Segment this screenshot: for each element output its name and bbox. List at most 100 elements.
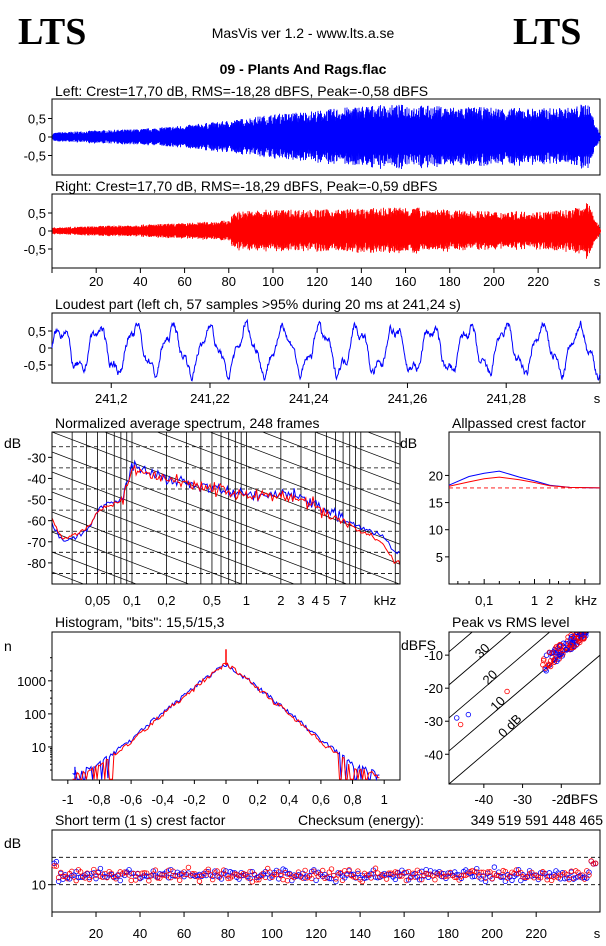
peak-rms-diagonal-label: 30 [472, 640, 493, 661]
peak-rms-point [584, 625, 589, 630]
peak-rms-point [542, 665, 548, 671]
peak-rms-ytick-label: -30 [424, 714, 443, 729]
short-term-point [502, 878, 509, 885]
peak-rms-ylabel: dBFS [401, 637, 436, 653]
loudest-part-xtick-label: 241,28 [486, 391, 526, 406]
short-term-point [482, 878, 489, 885]
short-term-title: Short term (1 s) crest factor [55, 812, 226, 828]
short-term-point [469, 874, 476, 880]
spectrum-ytick-label: -60 [27, 514, 46, 529]
peak-rms-point [583, 621, 588, 626]
lts-logo-left: LTS [18, 11, 86, 53]
peak-rms-point [457, 721, 464, 728]
right-waveform-xtick-label: 80 [222, 274, 236, 289]
short-term-xtick-label: 180 [437, 926, 459, 941]
short-term-point [58, 869, 64, 876]
peak-rms-point [575, 638, 582, 644]
histogram-xtick-label: -0,4 [152, 792, 174, 807]
peak-rms-diagonal [449, 632, 512, 686]
short-term-point [355, 868, 361, 874]
short-term-point [271, 871, 277, 878]
histogram-ytick-label: 100 [24, 707, 46, 722]
short-term-xtick-label: 120 [305, 926, 327, 941]
short-term-point [328, 866, 335, 872]
histogram-xtick-label: -0,2 [183, 792, 205, 807]
loudest-part-xtick-label: 241,22 [190, 391, 230, 406]
peak-rms-point [586, 619, 591, 624]
short-term-point [128, 877, 134, 884]
peak-rms-point [577, 632, 583, 636]
peak-rms-xtick-label: -30 [513, 792, 532, 807]
spectrum-xtick-label: 7 [339, 593, 346, 608]
histogram-xtick-label: 0,8 [344, 792, 362, 807]
short-term-point [333, 878, 339, 885]
short-term-point [590, 861, 597, 867]
peak-rms-point [563, 646, 569, 653]
spectrum-xtick-label: 3 [297, 593, 304, 608]
short-term-point [176, 877, 183, 883]
peak-rms-point [565, 634, 571, 640]
spectrum-slope [52, 471, 348, 584]
spectrum-slope [52, 432, 400, 565]
peak-rms-point [555, 656, 561, 662]
right-waveform-xtick-label: 40 [133, 274, 147, 289]
short-term-point [397, 873, 403, 879]
right-waveform-title: Right: Crest=17,70 dB, RMS=-18,29 dBFS, … [55, 178, 437, 194]
right-waveform-xtick-label: 100 [262, 274, 284, 289]
peak-rms-point [578, 626, 583, 631]
right-waveform-xtick-label: 180 [439, 274, 461, 289]
short-term-point [383, 876, 390, 882]
spectrum-title: Normalized average spectrum, 248 frames [55, 415, 320, 431]
peak-rms-point [579, 626, 584, 631]
short-term-point [559, 870, 566, 876]
peak-rms-point [583, 626, 588, 631]
peak-rms-point [550, 649, 556, 655]
lts-logo-right: LTS [513, 11, 581, 53]
short-term-point [278, 872, 284, 879]
peak-rms-diagonal [449, 654, 600, 784]
loudest-part-ytick-label: 0 [39, 341, 46, 356]
peak-rms-point [547, 658, 554, 664]
right-waveform-xtick-label: 160 [395, 274, 417, 289]
crest-ytick-label: 5 [436, 550, 443, 565]
spectrum-slope [52, 551, 138, 584]
peak-rms-point [585, 624, 590, 629]
peak-rms-point [543, 668, 549, 674]
short-term-point [308, 875, 315, 882]
short-term-xtick-label: 20 [89, 926, 103, 941]
histogram-xtick-label: 0,4 [280, 792, 298, 807]
crest-ylabel: dB [400, 435, 417, 451]
histogram-ytick-label: 1000 [17, 674, 46, 689]
left-waveform-signal [52, 104, 601, 170]
short-term-point [64, 875, 71, 882]
short-term-point [225, 875, 231, 882]
short-term-frame [51, 829, 601, 913]
loudest-part-ytick-label: 0,5 [28, 324, 46, 339]
crest-frame [448, 431, 601, 585]
short-term-point [416, 877, 423, 883]
left-waveform-ytick-label: -0,5 [24, 149, 46, 164]
crest-series-1 [448, 476, 601, 489]
checksum-value: 349 519 591 448 465 [471, 812, 604, 828]
peak-rms-point [504, 688, 510, 695]
peak-rms-point [583, 623, 588, 628]
short-term-point [403, 877, 410, 884]
loudest-part-frame [51, 312, 601, 384]
peak-rms-point [556, 643, 563, 649]
crest-xtick-label: 0,1 [475, 593, 493, 608]
peak-rms-diagonal-label: 0 dB [495, 711, 525, 741]
short-term-point [185, 864, 192, 871]
short-term-point [392, 876, 399, 883]
right-waveform-signal [52, 203, 601, 259]
right-waveform-xtick-label: 20 [89, 274, 103, 289]
short-term-point [117, 877, 123, 884]
spectrum-xtick-label: 4 [312, 593, 319, 608]
left-waveform-ytick-label: 0,5 [28, 112, 46, 127]
short-term-point [498, 873, 504, 880]
crest-ytick-label: 15 [429, 496, 443, 511]
short-term-point [77, 869, 84, 875]
short-term-point [586, 872, 592, 878]
short-term-point [586, 869, 592, 875]
peak-rms-point [563, 647, 570, 653]
